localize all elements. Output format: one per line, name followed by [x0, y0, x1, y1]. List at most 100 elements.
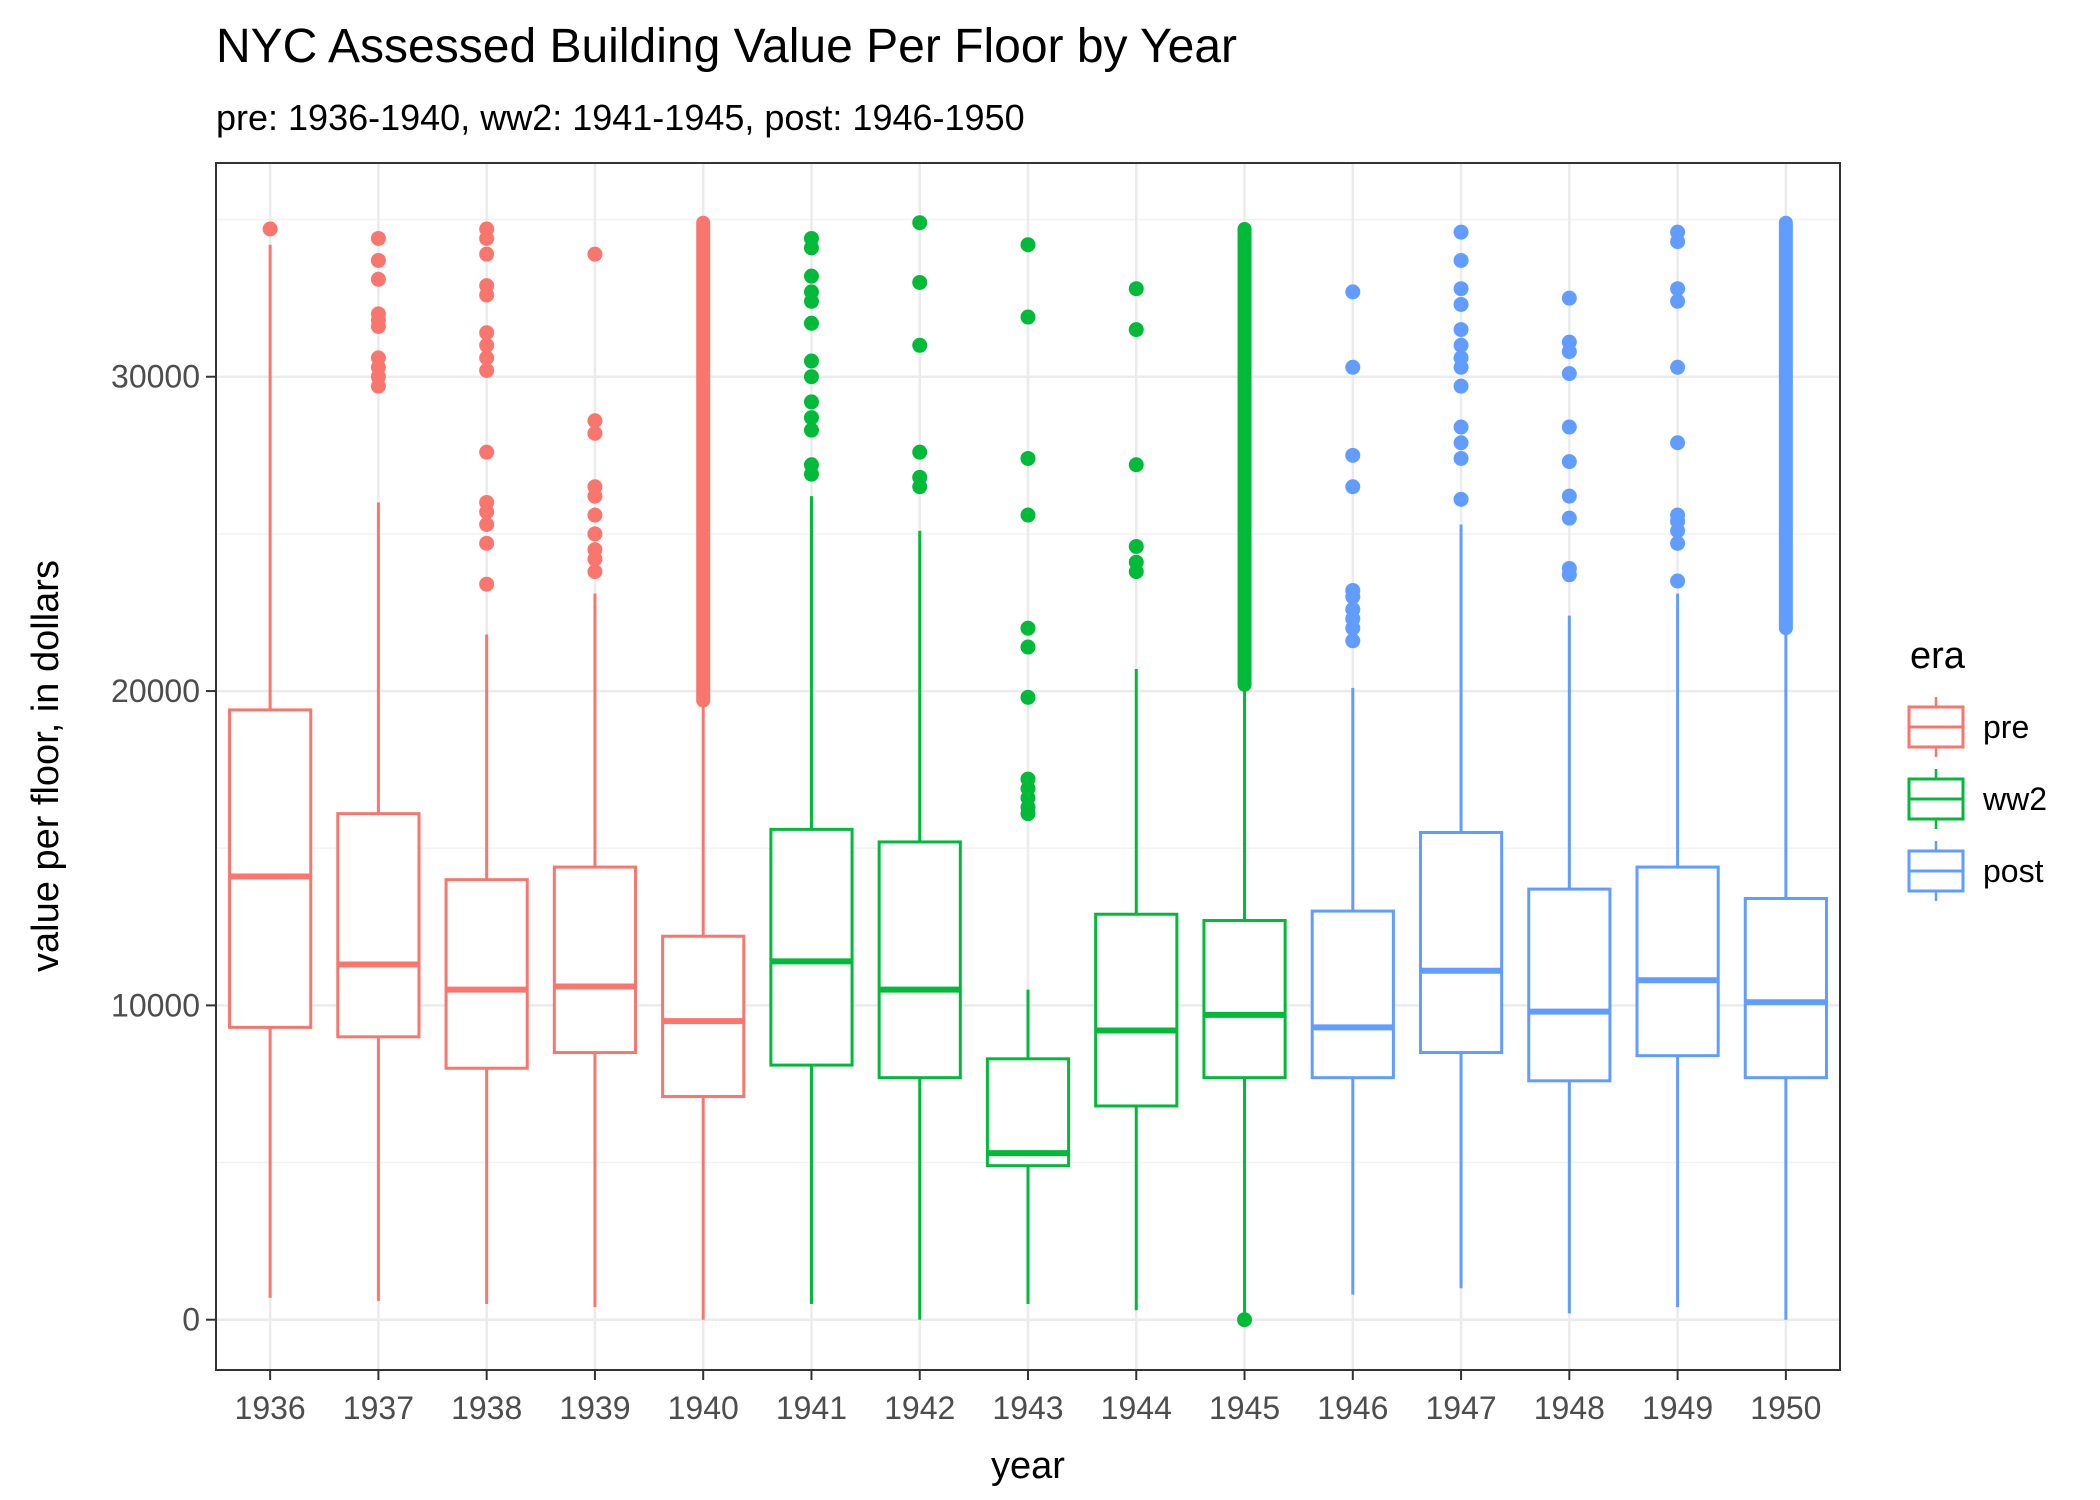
outlier-point	[1561, 419, 1577, 435]
outlier-point	[803, 230, 819, 246]
outlier-band	[1237, 222, 1252, 692]
outlier-point	[1453, 378, 1469, 394]
x-tick-label: 1936	[235, 1390, 306, 1426]
outlier-point	[1670, 573, 1686, 589]
outlier-point	[1453, 252, 1469, 268]
outlier-point	[370, 306, 386, 322]
outlier-point	[479, 246, 495, 262]
outlier-point	[1670, 435, 1686, 451]
outlier-point	[587, 507, 603, 523]
outlier-band	[1778, 215, 1793, 636]
boxplot-1937	[336, 230, 421, 1301]
outlier-point	[1345, 633, 1361, 649]
outlier-point	[370, 230, 386, 246]
outlier-point	[1561, 488, 1577, 504]
outlier-point	[1345, 479, 1361, 495]
outlier-point	[912, 337, 928, 353]
box	[1418, 831, 1504, 1055]
outlier-point	[479, 494, 495, 510]
outlier-point	[1453, 419, 1469, 435]
outlier-point	[479, 221, 495, 237]
outlier-point	[912, 215, 928, 231]
outlier-point	[479, 278, 495, 294]
outlier-point	[370, 271, 386, 287]
outlier-point	[1345, 582, 1361, 598]
boxplot-1938	[444, 221, 529, 1304]
x-tick-label: 1950	[1750, 1390, 1821, 1426]
outlier-point	[1670, 507, 1686, 523]
legend-item-post: post	[1907, 841, 2044, 901]
boxplot-1944	[1094, 281, 1179, 1311]
outlier-point	[803, 268, 819, 284]
boxplot-1950	[1743, 215, 1828, 1320]
box	[769, 827, 854, 1067]
x-tick-label: 1945	[1209, 1390, 1280, 1426]
x-tick-label: 1948	[1534, 1390, 1605, 1426]
outlier-point	[1453, 281, 1469, 297]
outlier-point	[370, 252, 386, 268]
boxplot-1947	[1418, 224, 1504, 1289]
outlier-point	[1453, 350, 1469, 366]
outlier-point	[1020, 620, 1036, 636]
outlier-point	[1128, 538, 1144, 554]
boxplots	[228, 215, 1828, 1328]
outlier-point	[479, 516, 495, 532]
outlier-point	[1345, 359, 1361, 375]
boxplot-1941	[769, 230, 854, 1304]
outlier-point	[370, 350, 386, 366]
outlier-point	[1453, 322, 1469, 338]
outlier-point	[1453, 450, 1469, 466]
box	[552, 865, 638, 1055]
box	[1635, 865, 1720, 1058]
outlier-point	[1670, 281, 1686, 297]
legend-title: era	[1910, 635, 1966, 677]
x-axis: 1936 1937 1938 1939 1940 1941 1942 1943 1944 1945…	[235, 1370, 1821, 1426]
legend-item-ww2: ww2	[1907, 769, 2047, 829]
outlier-point	[1453, 435, 1469, 451]
outlier-point	[1453, 337, 1469, 353]
outlier-point	[479, 325, 495, 341]
boxplot-1949	[1635, 224, 1720, 1308]
outlier-point	[479, 444, 495, 460]
outlier-point	[1128, 457, 1144, 473]
y-tick-label: 0	[182, 1302, 200, 1338]
outlier-point	[1561, 454, 1577, 470]
outlier-point	[1345, 447, 1361, 463]
outlier-point	[479, 535, 495, 551]
outlier-point	[1020, 507, 1036, 523]
x-tick-label: 1940	[668, 1390, 739, 1426]
outlier-point	[1020, 309, 1036, 325]
outlier-point	[587, 425, 603, 441]
outlier-point	[1670, 535, 1686, 551]
x-tick-label: 1937	[343, 1390, 414, 1426]
outlier-point	[1020, 771, 1036, 787]
x-tick-label: 1942	[884, 1390, 955, 1426]
boxplot-1936	[228, 221, 313, 1298]
x-tick-label: 1941	[776, 1390, 847, 1426]
legend-label: ww2	[1982, 781, 2047, 817]
boxplot-1948	[1527, 290, 1612, 1314]
box	[444, 878, 529, 1070]
outlier-point	[262, 221, 278, 237]
outlier-point	[1453, 224, 1469, 240]
y-tick-label: 20000	[111, 673, 200, 709]
box	[661, 934, 746, 1099]
outlier-point	[479, 337, 495, 353]
x-tick-label: 1947	[1425, 1390, 1496, 1426]
x-tick-label: 1943	[992, 1390, 1063, 1426]
outlier-point	[479, 576, 495, 592]
boxplot-1946	[1310, 284, 1395, 1295]
outlier-point	[1453, 491, 1469, 507]
x-tick-label: 1949	[1642, 1390, 1713, 1426]
boxplot-1939	[552, 246, 638, 1308]
box	[1527, 887, 1612, 1083]
chart-title: NYC Assessed Building Value Per Floor by…	[216, 20, 1237, 73]
legend-label: pre	[1983, 709, 2029, 745]
legend: era pre ww2 post	[1907, 635, 2047, 901]
outlier-point	[803, 394, 819, 410]
outlier-point	[803, 422, 819, 438]
outlier-point	[1345, 284, 1361, 300]
outlier-point	[1670, 224, 1686, 240]
outlier-point	[1670, 359, 1686, 375]
